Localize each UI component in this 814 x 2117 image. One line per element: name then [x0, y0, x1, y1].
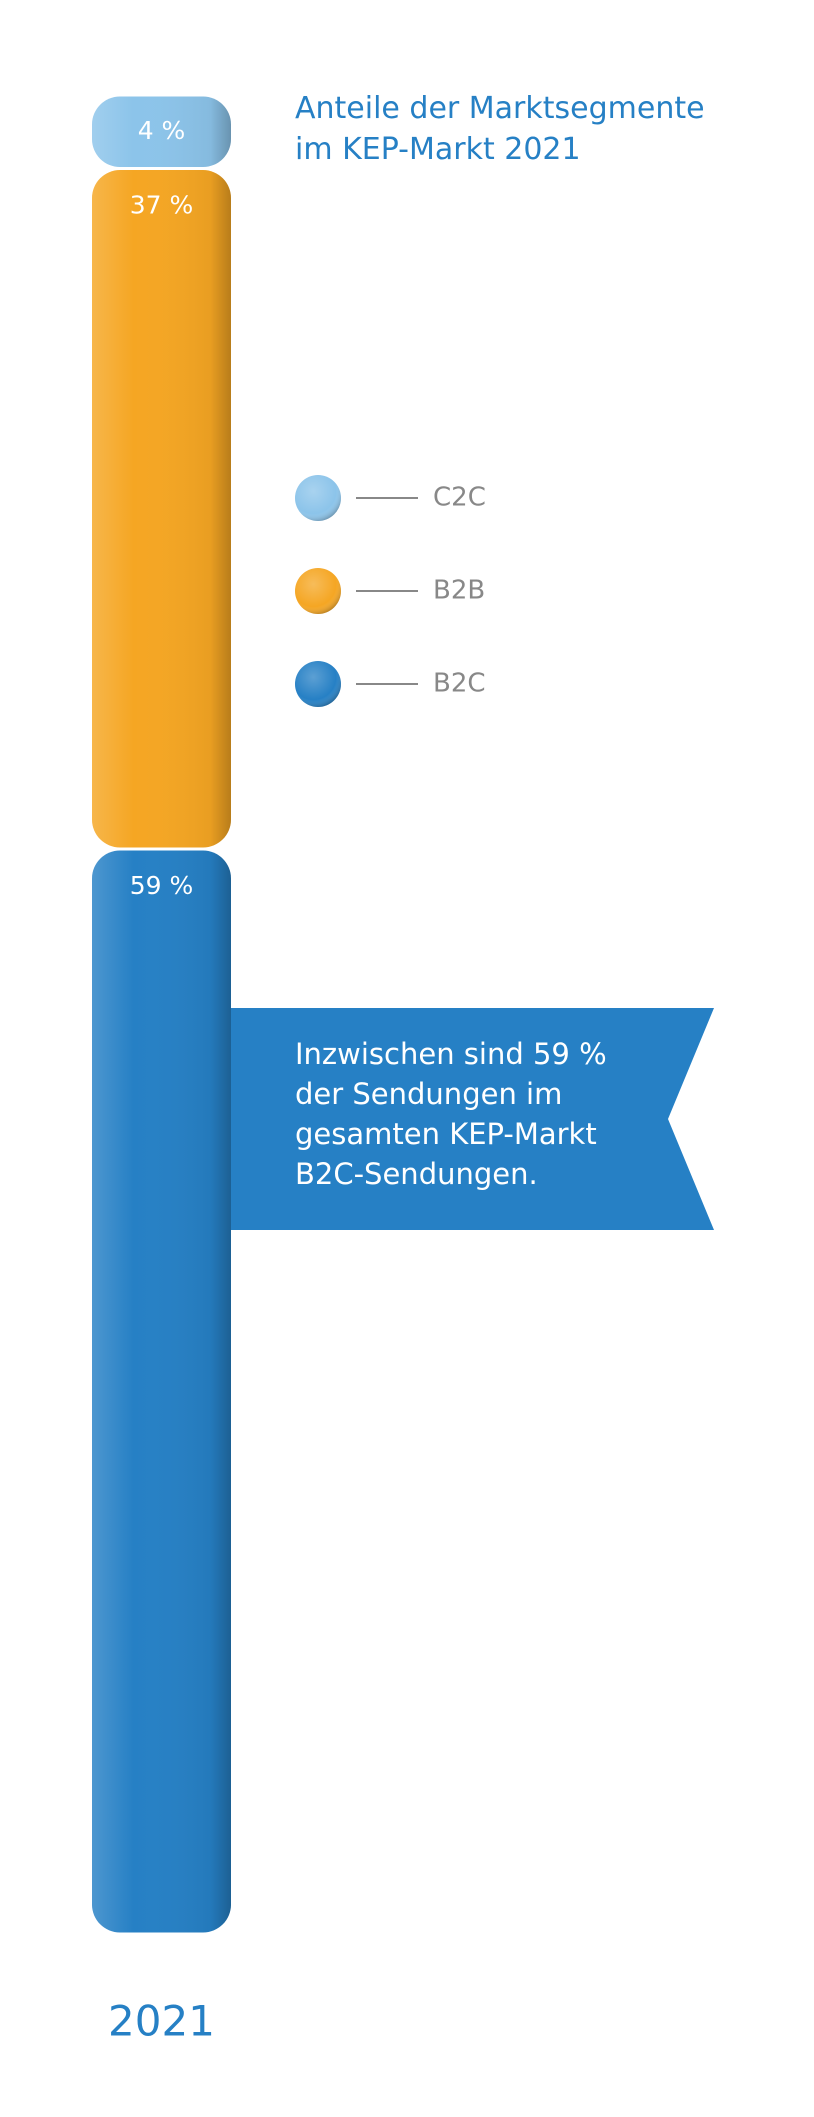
- x-tick-label: 2021: [108, 1997, 215, 2046]
- legend-swatch-shade: [295, 661, 341, 707]
- bar-shade: [92, 170, 231, 848]
- legend-label: B2B: [433, 576, 485, 606]
- data-label: 59 %: [130, 871, 194, 900]
- legend-label: B2C: [433, 669, 486, 699]
- legend-swatch-shade: [295, 568, 341, 614]
- chart-title: Anteile der Marktsegmente im KEP-Markt 2…: [295, 91, 705, 167]
- data-label: 4 %: [138, 116, 186, 145]
- legend-label: C2C: [433, 483, 486, 513]
- bar-shade: [92, 850, 231, 1933]
- annotation: Inzwischen sind 59 % der Sendungen im ge…: [295, 1037, 607, 1191]
- annotation-banner: [225, 1008, 714, 1230]
- data-label: 37 %: [130, 191, 194, 220]
- bar-shade: [92, 96, 231, 168]
- legend-swatch-shade: [295, 475, 341, 521]
